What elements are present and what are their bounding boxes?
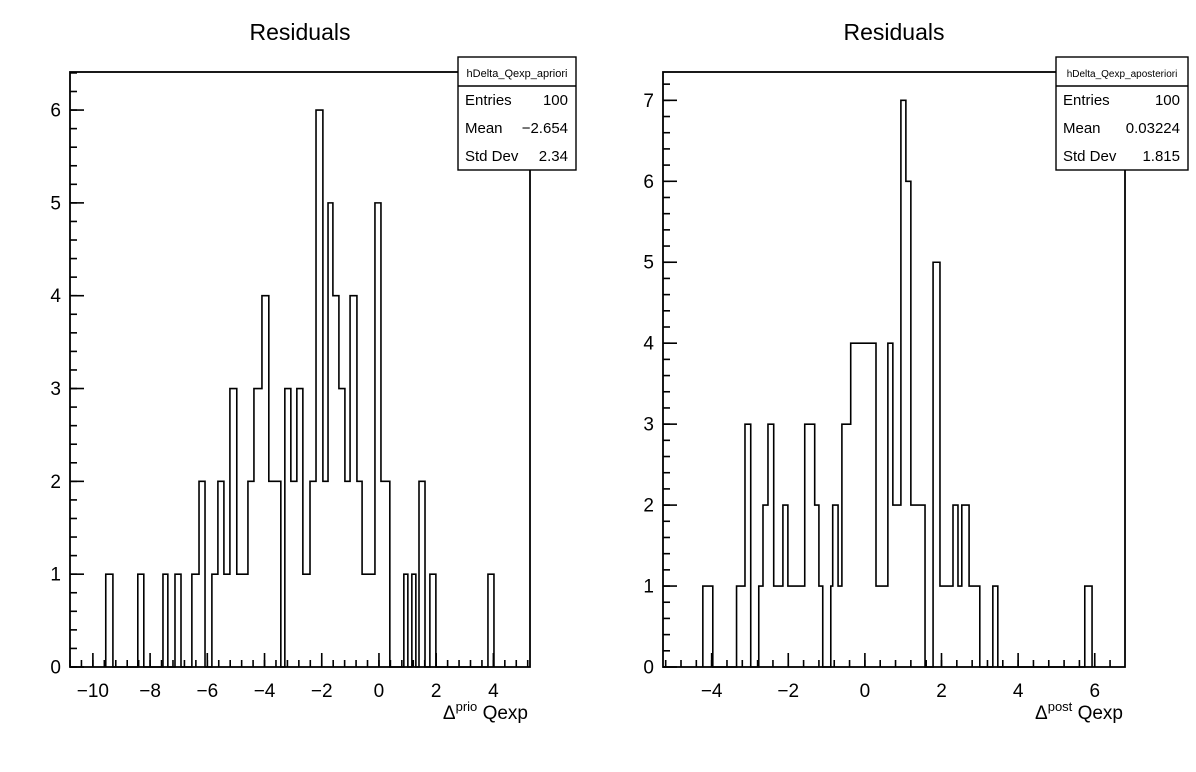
x-tick-label: 2 xyxy=(431,681,442,702)
y-tick-label: 3 xyxy=(50,379,61,400)
stats-row-label: Mean xyxy=(1063,120,1101,137)
y-tick-label: 0 xyxy=(50,658,61,679)
stats-row-value: 1.815 xyxy=(1142,148,1180,165)
stats-row-label: Entries xyxy=(1063,92,1110,109)
y-tick-label: 4 xyxy=(643,334,654,355)
stats-hist-name: hDelta_Qexp_aposteriori xyxy=(1067,69,1178,80)
stats-row-label: Std Dev xyxy=(465,148,519,165)
y-tick-labels: 0 1 2 3 4 5 6 xyxy=(50,101,61,679)
y-tick-label: 6 xyxy=(643,172,654,193)
plot-frame xyxy=(662,71,1126,668)
y-tick-label: 0 xyxy=(643,658,654,679)
panel-left: −10 −8 −6 −4 −2 0 2 4 0 1 2 3 4 5 6 Residuals Δprio Qexp… xyxy=(50,19,577,724)
x-tick-labels: −10 −8 −6 −4 −2 0 2 4 xyxy=(77,681,499,702)
stats-row-value: 100 xyxy=(543,92,568,109)
y-tick-label: 5 xyxy=(50,193,61,214)
stats-row-label: Entries xyxy=(465,92,512,109)
x-tick-label: −2 xyxy=(311,681,333,702)
stats-box: hDelta_Qexp_aposteriori Entries 100 Mean 0.0… xyxy=(1055,56,1189,171)
panel-right: −4 −2 0 2 4 6 0 1 2 3 4 5 6 7 Residuals Δpost Qexp hDelt… xyxy=(643,19,1189,724)
stats-box-frame xyxy=(457,56,577,171)
axis-ticks xyxy=(663,83,1111,668)
x-tick-label: −6 xyxy=(196,681,218,702)
x-tick-label: 4 xyxy=(1013,681,1024,702)
x-tick-labels: −4 −2 0 2 4 6 xyxy=(701,681,1100,702)
stats-box: hDelta_Qexp_apriori Entries 100 Mean −2.654S… xyxy=(457,56,577,171)
histogram-outline xyxy=(702,99,1093,668)
y-tick-label: 7 xyxy=(643,91,654,112)
x-tick-label: −4 xyxy=(254,681,276,702)
x-tick-label: 2 xyxy=(936,681,947,702)
y-tick-label: 2 xyxy=(50,472,61,493)
x-tick-label: 0 xyxy=(860,681,871,702)
stats-row-value: 100 xyxy=(1155,92,1180,109)
y-tick-label: 4 xyxy=(50,286,61,307)
stats-row-value: −2.654 xyxy=(522,120,568,137)
stats-row-value: 2.34 xyxy=(539,148,568,165)
plot-frame xyxy=(69,71,531,668)
stats-row-label: Std Dev xyxy=(1063,148,1117,165)
x-tick-label: 0 xyxy=(374,681,385,702)
x-tick-label: −4 xyxy=(701,681,723,702)
plot-title: Residuals xyxy=(250,19,351,45)
x-tick-label: −10 xyxy=(77,681,109,702)
x-tick-label: 4 xyxy=(488,681,499,702)
y-tick-label: 2 xyxy=(643,496,654,517)
x-tick-label: −2 xyxy=(777,681,799,702)
y-tick-label: 3 xyxy=(643,415,654,436)
histogram-outline xyxy=(104,109,495,668)
y-tick-labels: 0 1 2 3 4 5 6 7 xyxy=(643,91,654,679)
stats-hist-name: hDelta_Qexp_apriori xyxy=(467,68,568,80)
plot-title: Residuals xyxy=(844,19,945,45)
y-tick-label: 1 xyxy=(643,577,654,598)
y-tick-label: 5 xyxy=(643,253,654,274)
stats-row-label: Mean xyxy=(465,120,503,137)
x-axis-title: Δpost Qexp xyxy=(1035,699,1123,724)
x-tick-label: −8 xyxy=(139,681,161,702)
y-tick-label: 1 xyxy=(50,565,61,586)
stats-row-value: 0.03224 xyxy=(1126,120,1180,137)
x-tick-label: 6 xyxy=(1089,681,1100,702)
y-tick-label: 6 xyxy=(50,101,61,122)
stats-box-frame xyxy=(1055,56,1189,171)
x-axis-title: Δprio Qexp xyxy=(443,699,528,724)
